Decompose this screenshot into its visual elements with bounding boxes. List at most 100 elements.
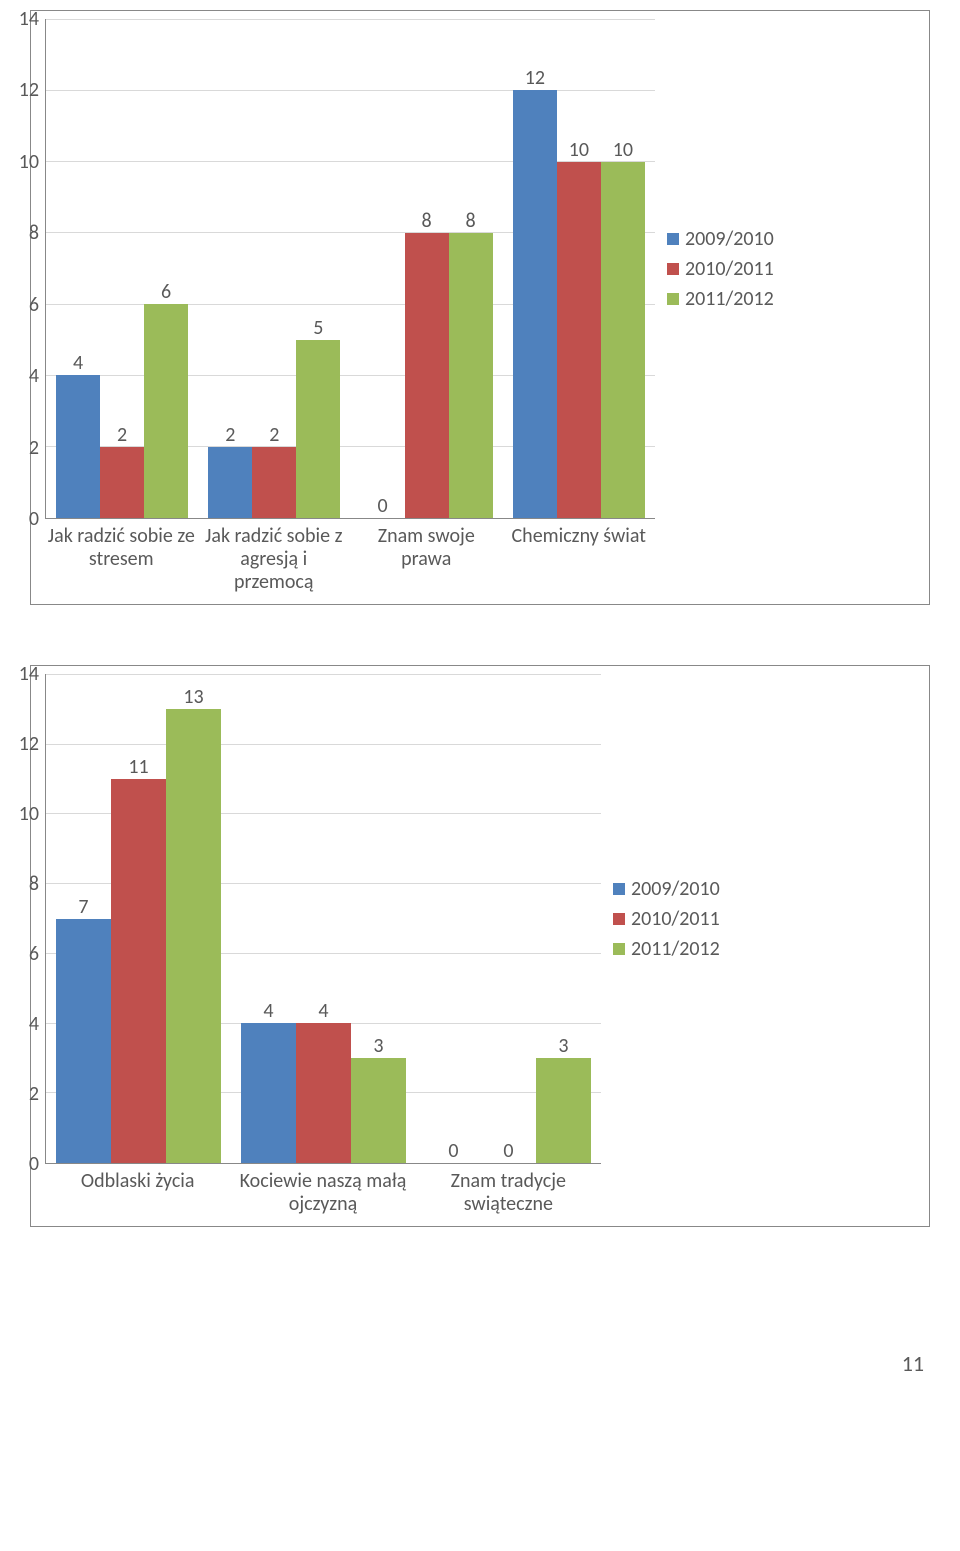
xaxis-label: Kociewie naszą małą ojczyzną: [230, 1168, 415, 1218]
yaxis-tick-label: 2: [29, 438, 39, 458]
bar-wrap: 10: [557, 19, 601, 518]
yaxis-tick-label: 4: [29, 366, 39, 386]
bar-value-label: 0: [503, 1141, 513, 1161]
legend-label: 2009/2010: [631, 877, 720, 901]
bar-wrap: 13: [166, 674, 221, 1163]
bar-wrap: 4: [296, 674, 351, 1163]
category-group: 2 2 5: [198, 19, 350, 518]
bar-value-label: 6: [161, 282, 171, 302]
chart-2-inner: 14121086420 71113443003 2009/20102010/20…: [39, 674, 921, 1164]
bar-wrap: 3: [536, 674, 591, 1163]
legend-swatch: [613, 943, 625, 955]
bar-wrap: 8: [405, 19, 449, 518]
bar-value-label: 3: [373, 1036, 383, 1056]
yaxis-tick-label: 2: [29, 1084, 39, 1104]
legend-label: 2010/2011: [685, 257, 774, 281]
bar-wrap: 2: [252, 19, 296, 518]
bar-value-label: 3: [558, 1036, 568, 1056]
xaxis-label: Jak radzić sobie z agresją i przemocą: [198, 523, 351, 596]
bar-wrap: 11: [111, 674, 166, 1163]
bar-value-label: 8: [422, 211, 432, 231]
bar: [208, 447, 252, 518]
legend-item: 2011/2012: [667, 287, 785, 311]
bar-wrap: 2: [208, 19, 252, 518]
yaxis-tick-label: 12: [19, 80, 39, 100]
legend-swatch: [667, 263, 679, 275]
yaxis-tick-label: 4: [29, 1014, 39, 1034]
category-group: 12 1010: [503, 19, 655, 518]
yaxis-tick-label: 8: [29, 223, 39, 243]
legend-swatch: [667, 293, 679, 305]
chart-2: 14121086420 71113443003 2009/20102010/20…: [30, 665, 930, 1227]
bar-value-label: 2: [225, 425, 235, 445]
bar-wrap: 0: [426, 674, 481, 1163]
bar-value-label: 2: [269, 425, 279, 445]
bar-value-label: 12: [525, 68, 545, 88]
yaxis-tick-label: 8: [29, 874, 39, 894]
bar-wrap: 12: [513, 19, 557, 518]
bar: [100, 447, 144, 518]
yaxis-tick-label: 12: [19, 734, 39, 754]
xaxis-label: Znam tradycje swiąteczne: [416, 1168, 601, 1218]
bar: [351, 1058, 406, 1163]
category-group: 0 8 8: [351, 19, 503, 518]
bar: [536, 1058, 591, 1163]
bar: [111, 779, 166, 1163]
bar-wrap: 10: [601, 19, 645, 518]
bar: [557, 162, 601, 518]
bar: [241, 1023, 296, 1163]
xaxis-label: Jak radzić sobie ze stresem: [45, 523, 198, 596]
bar-value-label: 8: [466, 211, 476, 231]
bar-wrap: 8: [449, 19, 493, 518]
bar-value-label: 4: [318, 1001, 328, 1021]
chart-1-xlabels: Jak radzić sobie ze stresemJak radzić so…: [45, 523, 655, 596]
bar: [56, 375, 100, 518]
page-number: 11: [902, 1350, 924, 1377]
category-group: 426: [46, 19, 198, 518]
legend-item: 2010/2011: [667, 257, 785, 281]
bar: [405, 233, 449, 518]
bar-value-label: 0: [448, 1141, 458, 1161]
bar: [513, 90, 557, 518]
bar-value-label: 13: [183, 687, 203, 707]
category-group: 7 11 13: [46, 674, 231, 1163]
bar-value-label: 5: [313, 318, 323, 338]
chart-2-legend: 2009/20102010/20112011/2012: [601, 674, 731, 1164]
bar-wrap: 5: [296, 19, 340, 518]
yaxis-tick-label: 14: [19, 664, 39, 684]
legend-label: 2010/2011: [631, 907, 720, 931]
xaxis-label: Chemiczny świat: [503, 523, 656, 596]
xaxis-label: Znam swoje prawa: [350, 523, 503, 596]
legend-item: 2009/2010: [613, 877, 731, 901]
legend-item: 2010/2011: [613, 907, 731, 931]
chart-2-plot: 7 11 13 4 4 3 0 0 3: [45, 674, 601, 1164]
legend-swatch: [613, 913, 625, 925]
yaxis-tick-label: 0: [29, 509, 39, 529]
chart-1-plot: 426225088121010: [45, 19, 655, 519]
bar: [296, 340, 340, 518]
bar-wrap: 2: [100, 19, 144, 518]
chart-2-xlabels: Odblaski życiaKociewie naszą małą ojczyz…: [45, 1168, 601, 1218]
bar: [252, 447, 296, 518]
bar-wrap: 0: [361, 19, 405, 518]
page: 14121086420 426225088121010 2009/2010201…: [0, 10, 960, 1347]
bar-wrap: 7: [56, 674, 111, 1163]
bar: [144, 304, 188, 518]
category-group: 4 4 3: [231, 674, 416, 1163]
legend-label: 2011/2012: [685, 287, 774, 311]
yaxis-tick-label: 10: [19, 152, 39, 172]
legend-swatch: [667, 233, 679, 245]
bar-value-label: 7: [78, 897, 88, 917]
chart-2-bars: 7 11 13 4 4 3 0 0 3: [46, 674, 601, 1163]
legend-label: 2009/2010: [685, 227, 774, 251]
legend-swatch: [613, 883, 625, 895]
bar-value-label: 11: [128, 757, 148, 777]
bar-value-label: 0: [378, 496, 388, 516]
yaxis-tick-label: 6: [29, 944, 39, 964]
bar: [601, 162, 645, 518]
xaxis-label: Odblaski życia: [45, 1168, 230, 1218]
bar: [449, 233, 493, 518]
bar-wrap: 6: [144, 19, 188, 518]
bar-value-label: 4: [263, 1001, 273, 1021]
category-group: 0 0 3: [416, 674, 601, 1163]
